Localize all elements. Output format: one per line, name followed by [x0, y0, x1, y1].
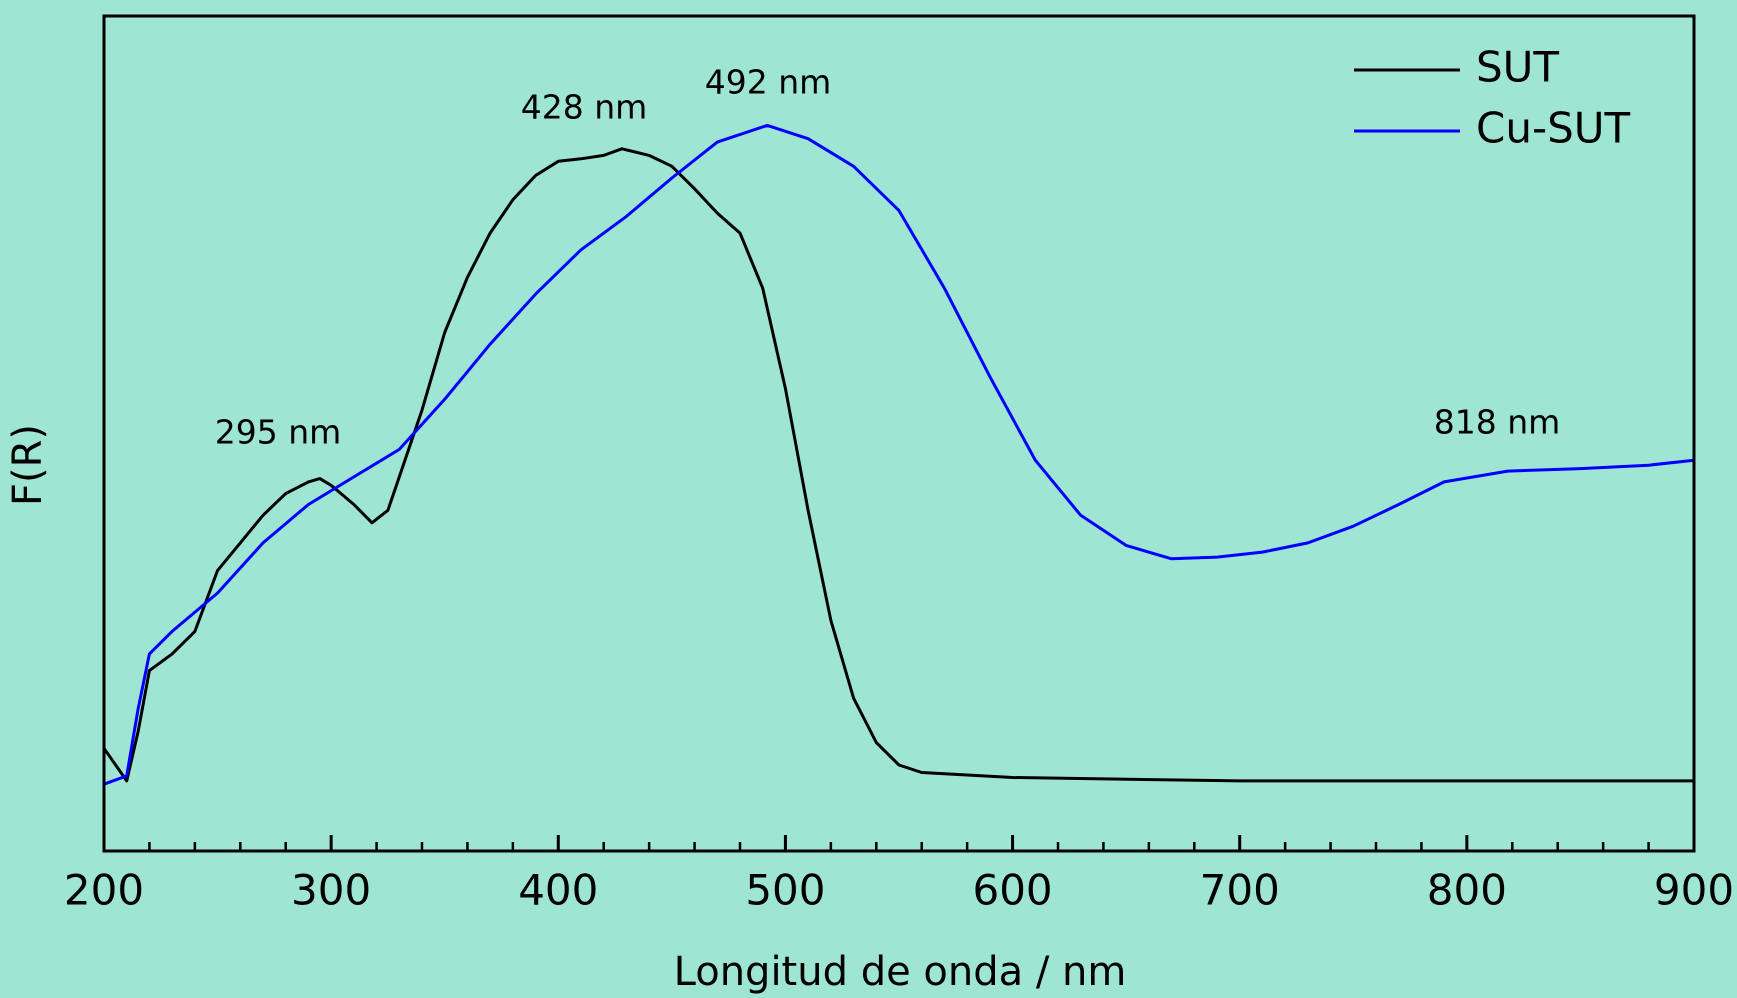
x-tick-label: 200	[64, 866, 144, 915]
x-tick-label: 500	[745, 866, 825, 915]
y-axis-label: F(R)	[5, 424, 51, 506]
x-tick-label: 600	[972, 866, 1052, 915]
x-tick-label: 900	[1654, 866, 1734, 915]
x-tick-label: 800	[1427, 866, 1507, 915]
annotation: 818 nm	[1434, 403, 1561, 442]
legend-label: SUT	[1476, 43, 1559, 92]
data-line	[102, 147, 1694, 783]
x-tick-label: 400	[518, 866, 598, 915]
legend-label: Cu-SUT	[1476, 104, 1631, 153]
x-tick-label: 300	[291, 866, 371, 915]
x-tick-label: 700	[1200, 866, 1280, 915]
data-line	[103, 123, 1695, 786]
plot-frame	[102, 14, 1696, 853]
annotation: 428 nm	[521, 88, 648, 127]
annotation: 295 nm	[215, 413, 342, 452]
annotation: 492 nm	[705, 63, 832, 102]
x-axis-label: Longitud de onda / nm	[674, 949, 1127, 995]
